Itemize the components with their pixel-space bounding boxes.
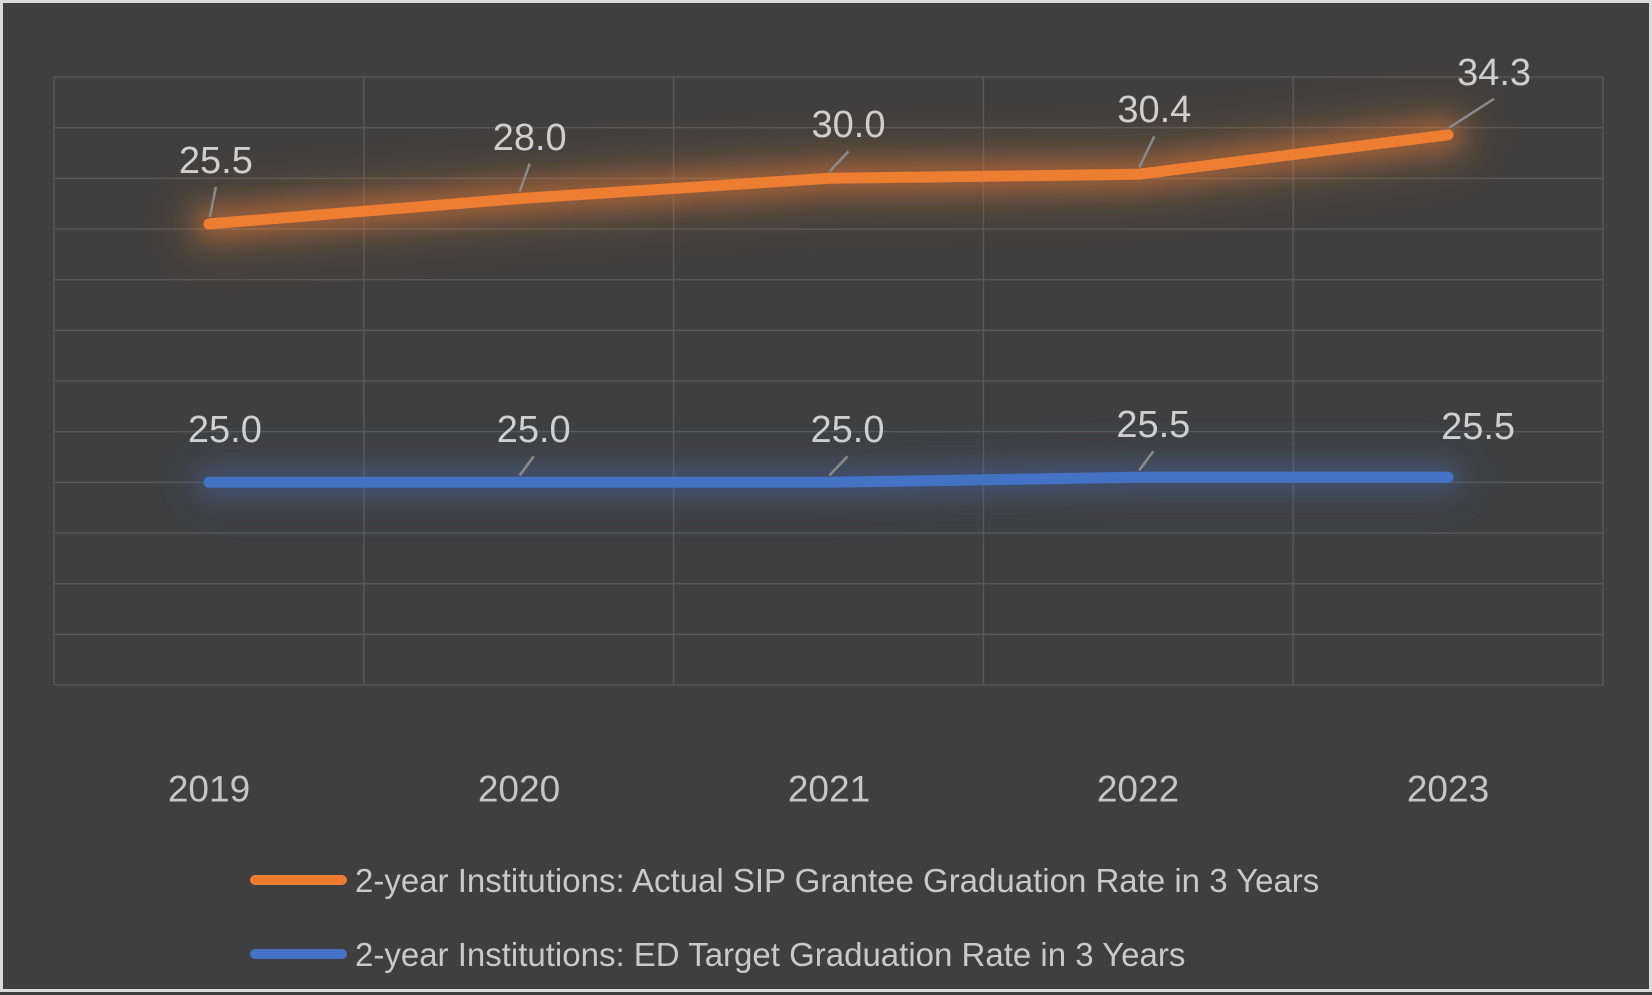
chart-container: 25.5 28.0 30.0 30.4 34.3 25.0 25.0 25.0 25.5 25.5…	[3, 3, 1649, 989]
x-axis-label: 2021	[787, 768, 871, 810]
data-label-target-2019: 25.0	[187, 409, 262, 452]
data-label-leader-line	[828, 455, 849, 477]
legend-item-target-rate: 2-year Institutions: ED Target Graduatio…	[250, 926, 1319, 982]
data-label-leader-line	[518, 455, 535, 477]
data-label-actual-2019: 25.5	[178, 139, 253, 182]
legend-label-target-rate: 2-year Institutions: ED Target Graduatio…	[355, 935, 1186, 973]
data-label-target-2021: 25.0	[810, 409, 885, 452]
legend-swatch-orange-line	[250, 875, 347, 885]
legend: 2-year Institutions: Actual SIP Grantee …	[250, 852, 1319, 982]
data-label-leader-line	[208, 186, 218, 218]
data-label-actual-2021: 30.0	[811, 104, 886, 147]
x-axis-label: 2023	[1406, 768, 1490, 810]
data-label-actual-2023: 34.3	[1457, 51, 1532, 94]
data-label-leader-line	[828, 150, 850, 173]
plot-area	[53, 76, 1604, 686]
series-line-target	[203, 471, 1454, 488]
data-label-actual-2020: 28.0	[492, 116, 567, 159]
data-label-leader-line	[1138, 135, 1156, 168]
data-label-leader-line	[518, 163, 531, 193]
x-axis-label: 2019	[167, 768, 251, 810]
legend-label-actual-rate: 2-year Institutions: Actual SIP Grantee …	[355, 861, 1320, 899]
data-label-actual-2022: 30.4	[1117, 89, 1192, 132]
data-label-leader-line	[1138, 450, 1155, 472]
legend-swatch-blue-line	[250, 949, 347, 959]
legend-item-actual-rate: 2-year Institutions: Actual SIP Grantee …	[250, 852, 1319, 908]
data-label-leader-line	[1448, 97, 1495, 129]
x-axis-label: 2022	[1096, 768, 1180, 810]
series-line-actual	[203, 129, 1454, 230]
data-label-target-2023: 25.5	[1441, 406, 1516, 449]
x-axis-label: 2020	[477, 768, 561, 810]
data-label-target-2020: 25.0	[496, 409, 571, 452]
data-label-target-2022: 25.5	[1116, 404, 1191, 447]
